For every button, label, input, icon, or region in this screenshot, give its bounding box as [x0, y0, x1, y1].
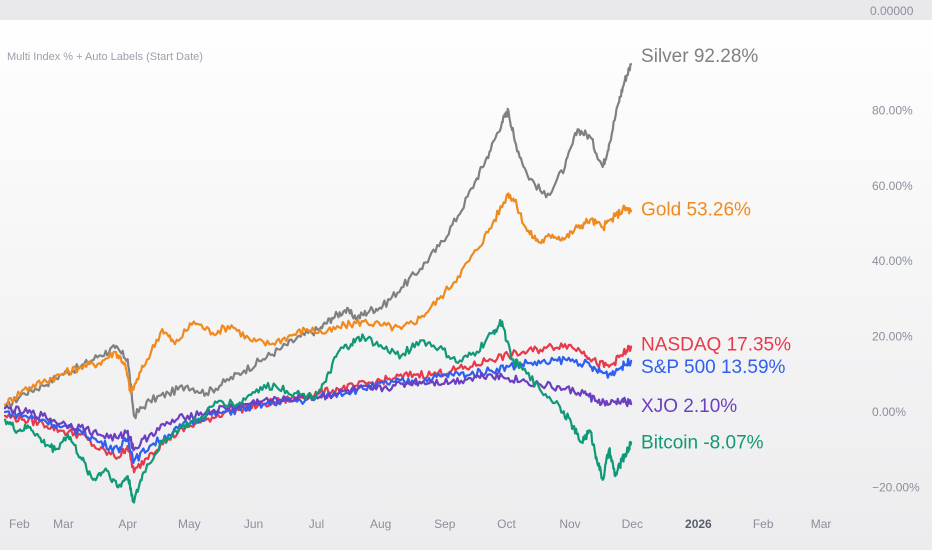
series-line-silver: [3, 63, 633, 420]
series-label-nasdaq: NASDAQ 17.35%: [641, 335, 791, 356]
top-axis-label: 0.00000: [870, 4, 914, 18]
y-tick-label: 40.00%: [872, 254, 913, 268]
series-labels: Silver 92.28% Gold 53.26% NASDAQ 17.35%S&P…: [641, 46, 791, 453]
x-tick-label: 2026: [685, 517, 712, 531]
y-tick-label: 0.00%: [872, 405, 906, 419]
x-tick-label: Feb: [753, 517, 774, 531]
series-layer: [3, 63, 633, 504]
series-label-silver: Silver 92.28%: [641, 46, 758, 67]
x-tick-label: Mar: [53, 517, 74, 531]
x-tick-label: Apr: [118, 517, 137, 531]
y-tick-label: 20.00%: [872, 330, 913, 344]
x-tick-label: Mar: [811, 517, 832, 531]
x-tick-label: Sep: [434, 517, 456, 531]
x-tick-label: May: [178, 517, 201, 531]
top-bar: [0, 0, 932, 20]
x-tick-label: Aug: [370, 517, 391, 531]
x-tick-label: Nov: [559, 517, 580, 531]
series-line-bitcoin: [3, 318, 633, 504]
series-label-s-p-500: S&P 500 13.59%: [641, 357, 785, 378]
x-axis: Feb Mar Apr May Jun Jul Aug Sep Oct Nov Dec 2026 Feb…: [9, 517, 831, 531]
y-tick-label: 80.00%: [872, 103, 913, 117]
series-label-bitcoin: Bitcoin -8.07%: [641, 432, 764, 453]
y-tick-label: −20.00%: [872, 480, 920, 494]
series-label-gold: Gold 53.26%: [641, 199, 751, 220]
x-tick-label: Jun: [244, 517, 263, 531]
x-tick-label: Dec: [622, 517, 643, 531]
chart-title: Multi Index % + Auto Labels (Start Date): [7, 51, 203, 63]
x-tick-label: Oct: [497, 517, 516, 531]
series-line-gold: [3, 192, 633, 408]
x-tick-label: Feb: [9, 517, 30, 531]
series-line-xjo: [3, 371, 633, 452]
series-line-nasdaq: [3, 342, 633, 474]
series-label-xjo: XJO 2.10%: [641, 396, 737, 417]
x-tick-label: Jul: [309, 517, 324, 531]
y-tick-label: 60.00%: [872, 179, 913, 193]
y-axis: 80.00% 60.00% 40.00% 20.00% 0.00% −20.00%: [872, 103, 920, 494]
